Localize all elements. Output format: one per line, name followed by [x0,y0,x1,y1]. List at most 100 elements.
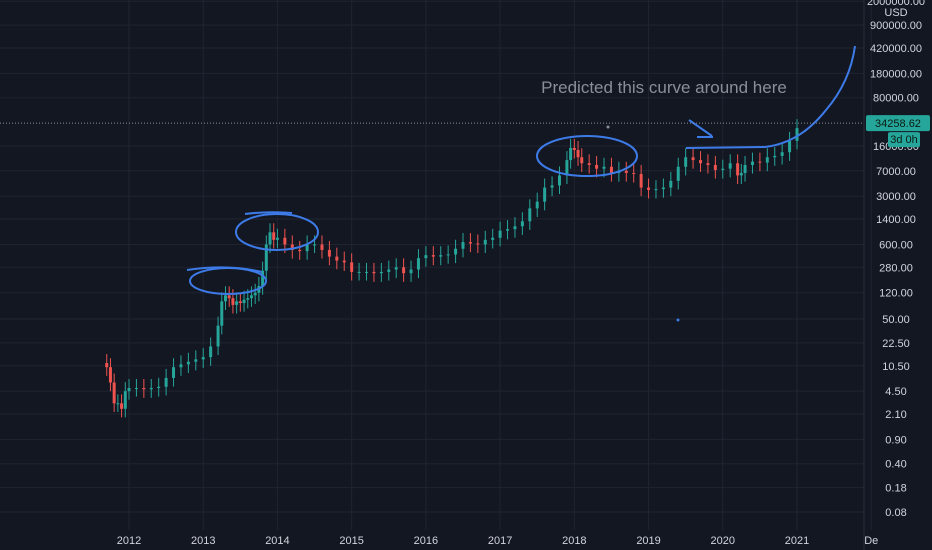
candle-body [676,166,680,181]
y-tick-label: 22.50 [882,338,910,350]
candle-body [186,361,190,365]
y-axis-ticks: 2000000.00 900000.00 420000.00 180000.00 800… [867,0,925,519]
y-tick-label: 120.00 [879,288,913,300]
candle-body [335,256,339,261]
candle-body [235,301,239,305]
candle-body [108,367,112,383]
x-tick-label: 2019 [636,535,660,547]
candle-body [350,262,354,272]
candle-body [632,173,636,175]
candle-body [134,388,138,390]
highlight-ellipse-2013-tail [186,266,263,273]
x-tick-label: 2016 [414,535,438,547]
x-tick-label: 2017 [488,535,512,547]
candle-body [506,229,510,231]
candle-body [179,364,183,368]
candle-body [105,363,109,368]
y-tick-label: 50.00 [882,314,910,326]
candle-body [468,242,472,244]
candle-body [365,271,369,273]
candle-body [261,270,265,287]
candle-body [572,147,576,151]
y-tick-label: 4.50 [885,386,906,398]
candle-body [691,157,695,161]
candle-body [194,359,198,362]
x-tick-label: 2013 [191,535,215,547]
highlight-ellipse-2014 [235,213,319,251]
x-tick-label: 2014 [265,535,289,547]
candle-body [580,157,584,164]
candle-body [543,187,547,202]
predicted-curve [685,45,856,149]
last-price-line: 34258.62 3d 0h [0,115,930,148]
x-tick-label: 2012 [117,535,141,547]
candle-body [669,180,673,188]
candle-body [569,147,573,161]
hand-drawn-annotations [186,45,856,322]
last-price-label: 34258.62 [875,118,921,130]
candle-body [320,244,324,250]
y-tick-label: 0.08 [885,507,906,519]
candle-body [431,255,435,257]
axes: USD [863,0,908,550]
candle-body [424,255,428,259]
candle-body [461,242,465,249]
candle-body [116,403,120,405]
annotation-text: Predicted this curve around here [541,78,787,97]
candle-body [313,244,317,246]
candle-body [272,232,276,240]
candle-body [587,163,591,165]
highlight-ellipse-2013 [189,267,267,295]
y-tick-label: 0.40 [885,459,906,471]
candle-body [402,267,406,274]
stray-dot [676,318,680,322]
candle-body [439,255,443,257]
y-tick-label: 600.00 [879,239,913,251]
candle-body [142,388,146,390]
x-tick-label: De [864,535,878,547]
candle-body [520,221,524,227]
candle-body [476,243,480,245]
candle-body [216,325,220,347]
candle-body [624,170,628,174]
candle-body [721,168,725,170]
candle-body [483,239,487,245]
candle-body [765,157,769,163]
y-tick-label: 900000.00 [870,20,922,32]
candle-body [513,226,517,230]
candle-body [123,391,127,409]
candle-body [565,160,569,176]
candle-body [713,164,717,170]
candle-body [283,237,287,245]
candle-body [209,346,213,358]
y-tick-label: 280.00 [879,262,913,274]
candle-body [246,298,250,300]
candle-body [327,249,331,257]
candle-body [264,244,268,271]
y-axis-currency-label: USD [884,7,907,19]
candle-body [550,185,554,188]
candle-body [242,299,246,304]
candle-body [357,271,361,273]
candle-body [220,301,224,326]
candle-body [231,298,235,305]
candle-body [739,173,743,176]
countdown-badge [888,132,920,148]
candle-body [576,150,580,158]
candle-body [249,295,253,299]
candle-body [387,269,391,272]
candle-body [535,201,539,209]
candle-body [223,295,227,302]
candle-body [305,244,309,252]
candle-body [557,175,561,186]
candle-body [780,152,784,156]
candle-body [491,237,495,240]
candle-body [446,254,450,256]
candle-body [149,388,153,390]
candle-body [112,382,116,404]
y-tick-label: 2.10 [885,409,906,421]
x-tick-label: 2018 [562,535,586,547]
candle-body [298,249,302,252]
